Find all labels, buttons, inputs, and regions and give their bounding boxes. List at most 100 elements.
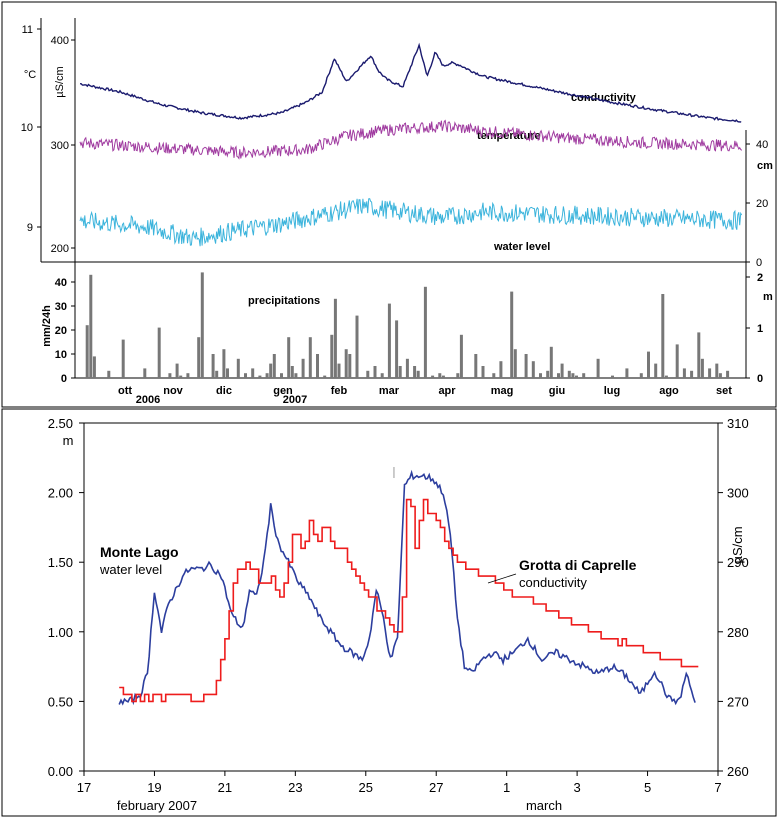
bottom-xtick-21: 21 [218, 780, 232, 795]
bottom-xtick-7: 7 [714, 780, 721, 795]
bottom-series-group [118, 467, 699, 706]
wl-tick-20: 20 [756, 198, 768, 210]
precip-right-label: m [763, 291, 773, 303]
bottom-y2tick-300: 300 [727, 486, 749, 501]
precip-bar [690, 370, 694, 378]
precip-bar [226, 368, 229, 378]
precip-bar [179, 375, 183, 378]
wl-axis-label: cm [757, 160, 773, 172]
precip-bar [697, 332, 701, 378]
precip-bar [700, 358, 704, 378]
precip-bar [107, 370, 111, 378]
precip-rtick-1: 1 [757, 323, 763, 335]
precip-bar [121, 339, 125, 378]
precip-bar [492, 373, 496, 378]
precip-bar [625, 368, 629, 378]
month-gen: gen [273, 385, 293, 397]
precip-rtick-0: 0 [757, 373, 763, 385]
month-dic: dic [216, 385, 232, 397]
precip-bar [549, 346, 553, 378]
precip-bar [380, 373, 384, 378]
bottom-xtick-3: 3 [573, 780, 580, 795]
precip-bar [265, 373, 269, 378]
precip-bar [251, 368, 255, 378]
precip-bar [571, 373, 575, 378]
month-ago: ago [659, 385, 679, 397]
precip-bar [85, 325, 89, 378]
precip-bar [168, 373, 172, 378]
monte-lago-sub: water level [99, 562, 162, 577]
precip-bar [244, 373, 247, 378]
wl-tick-40: 40 [756, 139, 768, 151]
precip-bar [211, 354, 215, 378]
precip-bar [337, 363, 341, 378]
month-mar: mar [379, 385, 400, 397]
precip-rtick-2: 2 [757, 272, 763, 284]
precip-bar [647, 351, 650, 378]
precip-bar [459, 334, 463, 378]
bottom-y2tick-310: 310 [727, 416, 749, 431]
bottom-xtick-17: 17 [77, 780, 91, 795]
precip-bar [715, 363, 719, 378]
bottom-y2tick-290: 290 [727, 555, 749, 570]
precip-ytick-40: 40 [55, 277, 67, 289]
precip-bar [423, 286, 427, 378]
precip-bar [726, 370, 730, 378]
year-2007: 2007 [283, 394, 307, 406]
water-level-label: water level [493, 241, 550, 253]
precip-bar [456, 373, 460, 378]
temp-tick-9: 9 [27, 222, 33, 234]
month-mag: mag [491, 385, 514, 397]
bottom-y2tick-280: 280 [727, 625, 749, 640]
bottom-ytick-0.00: 0.00 [48, 764, 73, 779]
top-series-group [79, 42, 743, 247]
precip-bar [272, 354, 276, 378]
precip-ytick-0: 0 [61, 373, 67, 385]
wl-tick-0: 0 [756, 257, 762, 269]
month-ott: ott [118, 385, 132, 397]
precip-bar [639, 373, 643, 378]
precip-bar [355, 315, 359, 378]
precip-bar [186, 373, 190, 378]
precip-bar [513, 349, 517, 378]
precip-bar [323, 375, 327, 378]
precip-bar [175, 363, 179, 378]
precip-bar [611, 375, 614, 378]
precip-ticks: 0 10 20 30 40 0 1 2 [55, 272, 763, 385]
precip-bar [474, 354, 478, 378]
precip-bar [373, 366, 377, 378]
precip-bar [258, 375, 262, 378]
precip-bar [654, 363, 658, 378]
top-series-temperature [79, 119, 743, 160]
temp-tick-11: 11 [22, 24, 33, 36]
bottom-y2-label: µS/cm [730, 526, 745, 563]
bottom-panel-frame [1, 408, 777, 817]
precip-bar [344, 349, 348, 378]
precip-bar [143, 368, 147, 378]
precip-ytick-10: 10 [55, 349, 67, 361]
bottom-xtick-1: 1 [503, 780, 510, 795]
month-feb: feb [331, 385, 348, 397]
precip-bar [441, 375, 445, 378]
temp-axis-label: °C [24, 69, 36, 81]
precip-y-label: mm/24h [41, 305, 53, 347]
month-nov: nov [163, 385, 183, 397]
precip-bar [661, 294, 665, 378]
bottom-ytick-1.00: 1.00 [48, 625, 73, 640]
cond-tick-400: 400 [51, 35, 69, 47]
bottom-y2tick-270: 270 [727, 694, 749, 709]
month-apr: apr [438, 385, 456, 397]
precip-bar [236, 358, 240, 378]
bottom-xtick-19: 19 [147, 780, 161, 795]
bottom-xtick-23: 23 [288, 780, 302, 795]
month-lug: lug [604, 385, 621, 397]
precip-bar [682, 368, 686, 378]
precip-bar [269, 363, 273, 378]
top-series-conductivity [79, 42, 742, 123]
precip-bar [157, 327, 161, 378]
cond-axis-label: µS/cm [54, 66, 66, 97]
precip-ytick-20: 20 [55, 325, 67, 337]
bottom-ytick-1.50: 1.50 [48, 555, 73, 570]
bottom-ticks: 17 19 21 23 25 27 1 3 5 7 0.00 0.50 1.00 1.50 2.00 2.50… [48, 416, 749, 795]
